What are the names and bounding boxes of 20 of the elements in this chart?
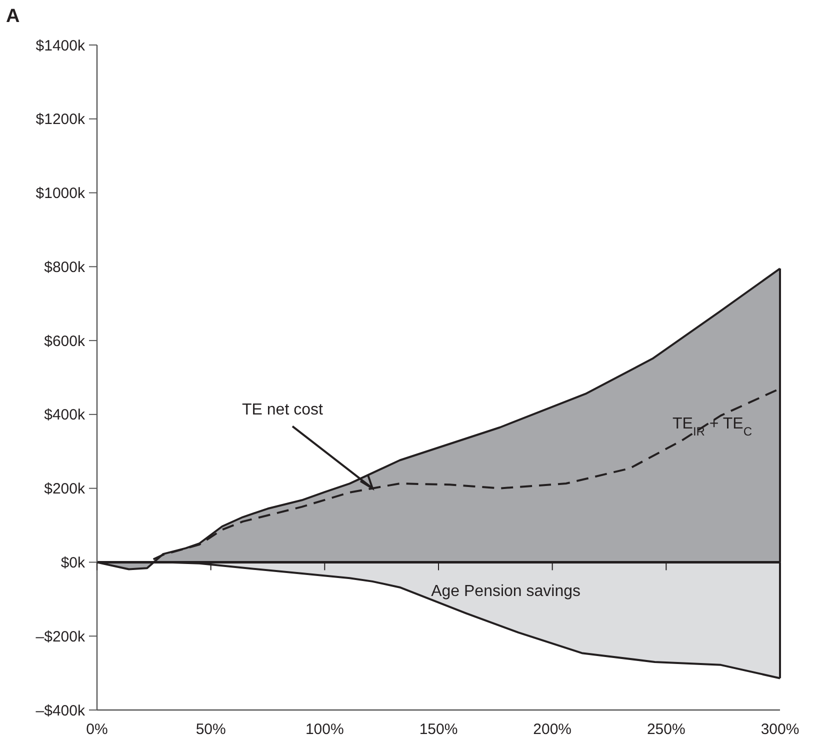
y-tick-label: $0k	[60, 554, 86, 572]
legend-label: Age Pension savings	[431, 583, 581, 600]
y-tick-label: $1200k	[36, 111, 86, 128]
x-tick-label: 100%	[305, 721, 344, 738]
x-tick-label: 200%	[533, 721, 572, 738]
x-tick-label: 0%	[86, 721, 108, 738]
x-tick-label: 50%	[196, 721, 226, 738]
annotation: TE net cost	[242, 401, 324, 418]
x-tick-label: 300%	[760, 721, 800, 738]
y-tick-label: $200k	[44, 480, 86, 498]
y-tick-label: $1400k	[36, 37, 86, 54]
y-tick-label: –$200k	[36, 628, 86, 646]
y-tick-label: $400k	[44, 406, 86, 424]
chart-title: A	[6, 6, 20, 27]
y-tick-label: $600k	[44, 332, 86, 350]
y-tick-label: $1000k	[36, 185, 86, 202]
x-tick-label: 150%	[419, 721, 458, 738]
y-tick-label: –$400k	[36, 702, 86, 720]
x-tick-label: 250%	[646, 721, 686, 738]
y-tick-label: $800k	[44, 258, 86, 276]
